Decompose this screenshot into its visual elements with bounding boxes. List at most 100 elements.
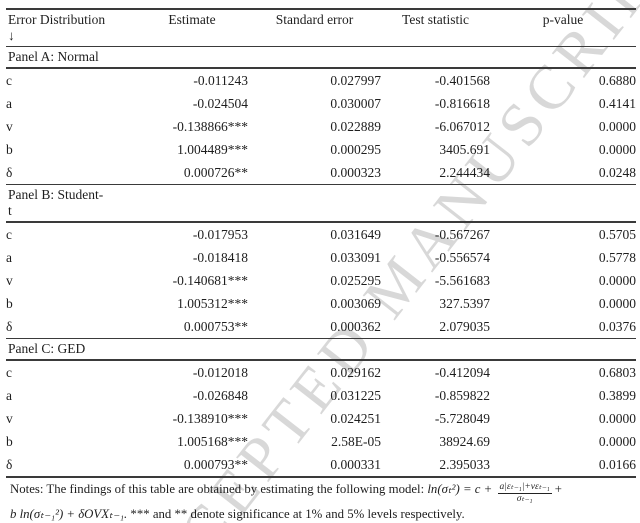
- table-row: δ 0.000793** 0.000331 2.395033 0.0166: [6, 452, 636, 478]
- param-label: v: [6, 272, 13, 288]
- param-label: c: [6, 226, 12, 242]
- standard-error-value: 0.000362: [248, 314, 381, 339]
- p-value: 0.5778: [598, 249, 636, 265]
- column-header-estimate: Estimate: [136, 9, 248, 47]
- panel-label-line2: t: [8, 202, 12, 218]
- coefficients-table: Error Distribution ↓ Estimate Standard e…: [6, 8, 636, 478]
- test-statistic-value: 2.395033: [381, 452, 490, 478]
- param-label: a: [6, 249, 12, 265]
- test-statistic-value: -0.859822: [434, 387, 490, 403]
- standard-error-value: 0.029162: [330, 364, 381, 380]
- standard-error-value: 0.003069: [330, 295, 381, 311]
- test-statistic-value: 2.244434: [381, 160, 490, 185]
- panel-label-line1: Panel A: Normal: [8, 48, 99, 64]
- estimate-value: -0.140681***: [172, 272, 248, 288]
- table-row: v -0.138866*** 0.022889 -6.067012 0.0000: [6, 115, 636, 138]
- estimate-value: -0.024504: [192, 95, 248, 111]
- table-notes: Notes: The findings of this table are ob…: [10, 480, 632, 523]
- standard-error-value: 0.024251: [330, 410, 381, 426]
- test-statistic-value: -6.067012: [434, 118, 490, 134]
- estimate-value: -0.138866***: [172, 118, 248, 134]
- standard-error-value: 0.027997: [330, 72, 381, 88]
- panel-a-label: Panel A: Normal: [6, 46, 636, 69]
- table-row: b 1.005312*** 0.003069 327.5397 0.0000: [6, 292, 636, 315]
- panel-label-line1: Panel B: Student-: [8, 186, 104, 202]
- panel-b-label: Panel B: Student- t: [6, 184, 636, 223]
- estimate-value: -0.017953: [192, 226, 248, 242]
- p-value: 0.3899: [598, 387, 636, 403]
- standard-error-value: 0.022889: [330, 118, 381, 134]
- p-value: 0.0248: [490, 160, 636, 185]
- table-row: δ 0.000753** 0.000362 2.079035 0.0376: [6, 314, 636, 339]
- estimate-value: -0.011243: [193, 72, 248, 88]
- test-statistic-value: -0.556574: [434, 249, 490, 265]
- param-label: c: [6, 72, 12, 88]
- significance-note: *** and ** denote significance at 1% and…: [127, 506, 465, 521]
- estimate-value: -0.026848: [192, 387, 248, 403]
- table-row: a -0.018418 0.033091 -0.556574 0.5778: [6, 246, 636, 269]
- table-row: b 1.005168*** 2.58E-05 38924.69 0.0000: [6, 430, 636, 453]
- estimate-value: -0.012018: [192, 364, 248, 380]
- param-label: δ: [6, 314, 136, 339]
- table-row: b 1.004489*** 0.000295 3405.691 0.0000: [6, 138, 636, 161]
- table-row: v -0.138910*** 0.024251 -5.728049 0.0000: [6, 407, 636, 430]
- p-value: 0.5705: [598, 226, 636, 242]
- estimate-value: 0.000753**: [136, 314, 248, 339]
- standard-error-value: 0.000295: [330, 141, 381, 157]
- test-statistic-value: -0.567267: [434, 226, 490, 242]
- param-label: v: [6, 410, 13, 426]
- formula-line1-tail: +: [553, 482, 563, 496]
- param-label: b: [6, 295, 13, 311]
- p-value: 0.0000: [598, 410, 636, 426]
- fraction-denominator: σₜ₋₁: [516, 494, 533, 504]
- table-row: v -0.140681*** 0.025295 -5.561683 0.0000: [6, 269, 636, 292]
- estimate-value: 1.004489***: [177, 141, 248, 157]
- table-row: a -0.026848 0.031225 -0.859822 0.3899: [6, 384, 636, 407]
- estimate-value: 1.005168***: [177, 433, 248, 449]
- test-statistic-value: 327.5397: [439, 295, 490, 311]
- standard-error-value: 0.000323: [248, 160, 381, 185]
- panel-b-header-row: Panel B: Student- t: [6, 184, 636, 223]
- model-formula-lhs: ln(σₜ²) = c +: [427, 482, 493, 496]
- panel-c-label: Panel C: GED: [6, 338, 636, 361]
- p-value: 0.0000: [598, 433, 636, 449]
- model-formula-line2: b ln(σₜ₋₁²) + δOVXₜ₋₁.: [10, 506, 128, 521]
- test-statistic-value: -5.561683: [434, 272, 490, 288]
- p-value: 0.6803: [598, 364, 636, 380]
- column-header-error-distribution: Error Distribution ↓: [6, 9, 136, 47]
- down-arrow-icon: ↓: [8, 27, 15, 43]
- standard-error-value: 0.000331: [248, 452, 381, 478]
- header-row: Error Distribution ↓ Estimate Standard e…: [6, 9, 636, 47]
- p-value: 0.0000: [598, 141, 636, 157]
- standard-error-value: 0.033091: [330, 249, 381, 265]
- p-value: 0.0000: [598, 272, 636, 288]
- standard-error-value: 0.031225: [330, 387, 381, 403]
- table-row: c -0.012018 0.029162 -0.412094 0.6803: [6, 360, 636, 384]
- estimate-value: -0.018418: [192, 249, 248, 265]
- param-label: c: [6, 364, 12, 380]
- p-value: 0.0000: [598, 118, 636, 134]
- test-statistic-value: -5.728049: [434, 410, 490, 426]
- test-statistic-value: -0.412094: [434, 364, 490, 380]
- fraction-numerator: a|εₜ₋₁|+vεₜ₋₁: [497, 482, 552, 494]
- estimate-value: 0.000726**: [136, 160, 248, 185]
- p-value: 0.0376: [490, 314, 636, 339]
- param-label: v: [6, 118, 13, 134]
- standard-error-value: 0.030007: [330, 95, 381, 111]
- param-label: b: [6, 141, 13, 157]
- estimate-value: 0.000793**: [136, 452, 248, 478]
- column-header-test-statistic: Test statistic: [381, 9, 490, 47]
- formula-fraction: a|εₜ₋₁|+vεₜ₋₁ σₜ₋₁: [497, 482, 552, 505]
- column-header-standard-error: Standard error: [248, 9, 381, 47]
- table-row: δ 0.000726** 0.000323 2.244434 0.0248: [6, 160, 636, 185]
- test-statistic-value: 3405.691: [439, 141, 490, 157]
- table-row: c -0.017953 0.031649 -0.567267 0.5705: [6, 222, 636, 246]
- p-value: 0.4141: [598, 95, 636, 111]
- panel-a-header-row: Panel A: Normal: [6, 46, 636, 69]
- table-row: a -0.024504 0.030007 -0.816618 0.4141: [6, 92, 636, 115]
- param-label: a: [6, 387, 12, 403]
- param-label: a: [6, 95, 12, 111]
- panel-c-header-row: Panel C: GED: [6, 338, 636, 361]
- estimate-value: 1.005312***: [177, 295, 248, 311]
